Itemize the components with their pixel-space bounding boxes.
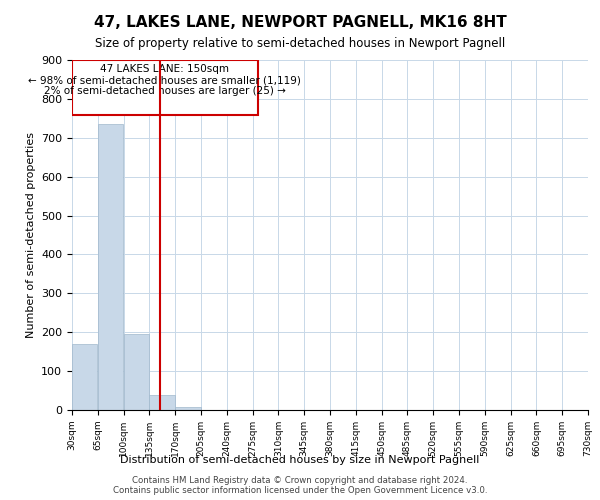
FancyBboxPatch shape bbox=[72, 60, 258, 115]
Text: 47, LAKES LANE, NEWPORT PAGNELL, MK16 8HT: 47, LAKES LANE, NEWPORT PAGNELL, MK16 8H… bbox=[94, 15, 506, 30]
Text: Size of property relative to semi-detached houses in Newport Pagnell: Size of property relative to semi-detach… bbox=[95, 38, 505, 51]
Text: Contains HM Land Registry data © Crown copyright and database right 2024.
Contai: Contains HM Land Registry data © Crown c… bbox=[113, 476, 487, 495]
Bar bbox=[124, 334, 149, 410]
Text: 47 LAKES LANE: 150sqm: 47 LAKES LANE: 150sqm bbox=[100, 64, 229, 74]
Y-axis label: Number of semi-detached properties: Number of semi-detached properties bbox=[26, 132, 35, 338]
Text: Distribution of semi-detached houses by size in Newport Pagnell: Distribution of semi-detached houses by … bbox=[121, 455, 479, 465]
Text: 2% of semi-detached houses are larger (25) →: 2% of semi-detached houses are larger (2… bbox=[44, 86, 286, 96]
Bar bbox=[175, 408, 200, 410]
Bar bbox=[72, 344, 97, 410]
Bar bbox=[98, 124, 123, 410]
Bar bbox=[149, 395, 175, 410]
Text: ← 98% of semi-detached houses are smaller (1,119): ← 98% of semi-detached houses are smalle… bbox=[28, 75, 301, 85]
